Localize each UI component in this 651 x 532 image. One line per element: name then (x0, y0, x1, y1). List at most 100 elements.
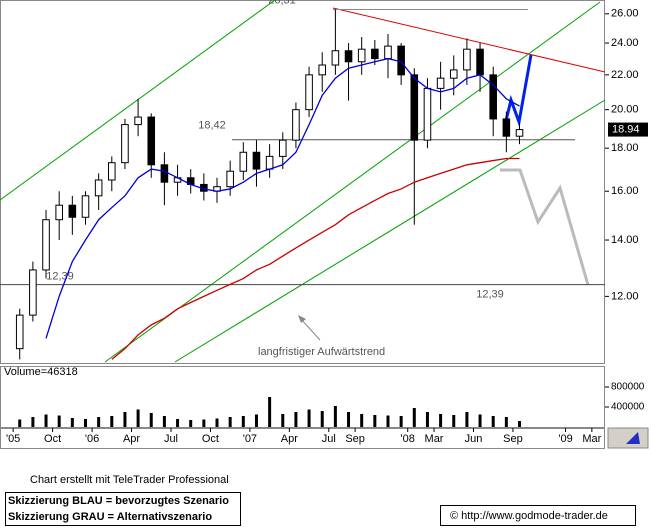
candle-body (94, 179, 103, 197)
y-tick-label: 14.00 (611, 234, 639, 246)
volume-bar (360, 414, 364, 427)
candle-body (397, 45, 405, 76)
candle-body (515, 129, 524, 137)
volume-bar (215, 418, 219, 427)
candle-body (357, 48, 366, 63)
channel-line (174, 99, 606, 363)
volume-bar (254, 414, 258, 427)
x-tick-label: Apr (281, 433, 298, 445)
legend-gray: Skizzierung GRAU = Alternativszenario (8, 511, 212, 523)
candle-body (278, 139, 287, 157)
channel-line (104, 1, 601, 363)
volume-bar (57, 415, 61, 427)
x-tick-label: '05 (6, 433, 20, 445)
x-tick-label: Sep (503, 433, 523, 445)
y-tick-label: 18.00 (611, 142, 639, 154)
volume-label: Volume=46318 (4, 366, 78, 378)
candle-body (436, 77, 445, 89)
volume-bar (518, 421, 522, 427)
volume-bar (307, 409, 311, 427)
candle-body (68, 204, 77, 218)
x-tick-label: Jul (322, 433, 336, 445)
volume-bar (176, 419, 180, 427)
volume-bar (491, 416, 495, 427)
volume-bar (97, 417, 101, 427)
candle-body (239, 151, 248, 172)
volume-bar (425, 412, 429, 427)
candle-body (121, 124, 129, 164)
volume-bar (268, 397, 272, 427)
y-tick-label: 26.00 (611, 8, 639, 20)
volume-panel (0, 366, 605, 428)
y-tick-label: 12.00 (611, 290, 639, 302)
volume-bar (320, 411, 324, 427)
volume-bar (452, 415, 456, 427)
volume-tick-label: 800000 (611, 382, 645, 393)
level-label: 12,39 (476, 289, 504, 301)
candle-body (108, 162, 116, 181)
candle-body (344, 50, 353, 63)
candle-body (384, 45, 392, 60)
volume-bar (83, 419, 87, 427)
volume-bar (465, 412, 469, 427)
candle-body (476, 48, 484, 76)
y-tick-label: 20.00 (611, 104, 639, 116)
resistance-line (332, 7, 606, 73)
volume-bar (149, 413, 153, 427)
x-tick-label: Oct (202, 433, 219, 445)
candle-body (134, 116, 142, 126)
volume-bar (110, 416, 114, 427)
x-tick-label: Mar (582, 433, 601, 445)
blue-scenario (503, 54, 533, 128)
x-tick-label: '07 (243, 433, 257, 445)
level-label: 26,31 (268, 0, 296, 6)
volume-bar (386, 415, 390, 427)
y-tick-label: 16.00 (611, 185, 639, 197)
copyright: © http://www.godmode-trader.de (450, 510, 608, 522)
candle-body (449, 69, 458, 79)
volume-bar (333, 406, 337, 427)
volume-bar (478, 414, 482, 427)
volume-bar (70, 418, 74, 427)
candle-body (29, 269, 37, 316)
x-tick-label: Sep (345, 433, 365, 445)
last-price: 18.94 (612, 123, 640, 135)
annotation-arrowhead (298, 315, 306, 323)
candle-body (265, 155, 274, 170)
moving-average (45, 57, 520, 339)
x-tick-label: '08 (401, 433, 415, 445)
candle-body (305, 74, 313, 111)
x-tick-label: '06 (85, 433, 99, 445)
credit: Chart erstellt mit TeleTrader Profession… (30, 474, 229, 486)
candle-body (371, 48, 379, 60)
volume-bar (294, 412, 298, 427)
y-tick-label: 24.00 (611, 37, 639, 49)
trend-lines (0, 0, 606, 363)
candle-body (489, 74, 497, 120)
candle-body (410, 74, 419, 141)
candle-body (463, 48, 471, 71)
volume-tick-label: 400000 (611, 402, 645, 413)
annotation: langfristiger Aufwärtstrend (258, 346, 385, 358)
volume-bar (202, 419, 206, 427)
volume-bar (412, 408, 416, 427)
y-tick-label: 22.00 (611, 69, 639, 81)
x-tick-label: '09 (558, 433, 572, 445)
candle-body (42, 219, 50, 271)
candle-body (15, 314, 24, 350)
candle-body (147, 116, 156, 166)
copyright-box (440, 505, 636, 526)
scroll-button[interactable] (607, 427, 649, 449)
candle-body (160, 164, 169, 183)
x-tick-label: Mar (425, 433, 444, 445)
moving-average (111, 157, 520, 360)
volume-bar (399, 416, 403, 427)
legend-blue: Skizzierung BLAU = bevorzugtes Szenario (8, 495, 229, 507)
channel-line (0, 0, 276, 201)
x-tick-label: Jul (164, 433, 178, 445)
legend-box (5, 492, 241, 526)
gray-scenario (500, 168, 590, 286)
time-axis (0, 428, 605, 449)
level-label: 18,42 (198, 120, 226, 132)
